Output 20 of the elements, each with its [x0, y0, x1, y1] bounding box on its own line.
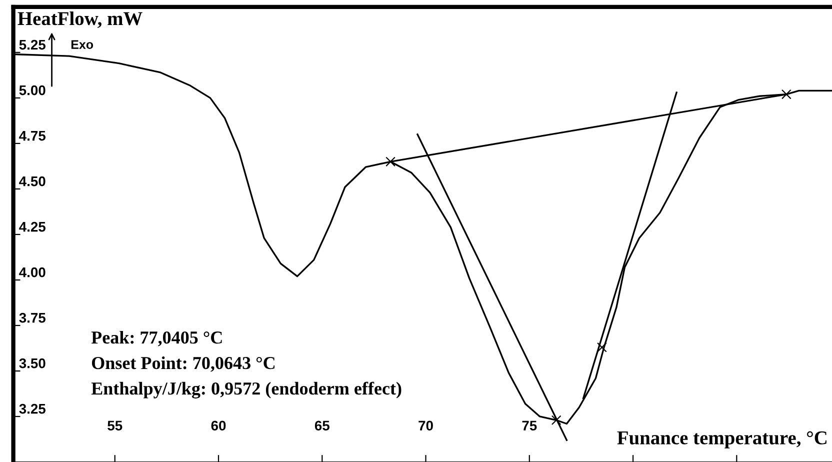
x-axis-title: Funance temperature, °C: [617, 431, 826, 448]
annotation: Enthalpy/J/kg: 0,9572 (endoderm effect): [91, 382, 402, 398]
y-tick-label: 4.75: [19, 131, 46, 141]
x-tick-label: 55: [108, 420, 122, 431]
y-tick-label: 3.50: [19, 358, 46, 368]
annotation: Exo: [71, 40, 94, 49]
y-axis-title: HeatFlow, mW: [18, 11, 142, 28]
y-tick-label: 5.00: [19, 85, 46, 96]
x-tick-label: 70: [418, 420, 433, 431]
y-tick-label: 5.25: [19, 40, 46, 50]
annotation: Peak: 77,0405 °C: [91, 330, 222, 346]
annotation: Onset Point: 70,0643 °C: [92, 356, 274, 372]
x-tick-label: 65: [314, 420, 330, 431]
y-tick-label: 3.25: [19, 404, 46, 414]
y-tick-label: 4.00: [19, 267, 46, 278]
x-tick-label: 75: [522, 420, 537, 431]
x-tick-label: 60: [211, 420, 226, 431]
y-tick-label: 4.50: [19, 176, 46, 186]
y-tick-label: 4.25: [19, 222, 46, 232]
y-tick-label: 3.75: [19, 312, 46, 323]
